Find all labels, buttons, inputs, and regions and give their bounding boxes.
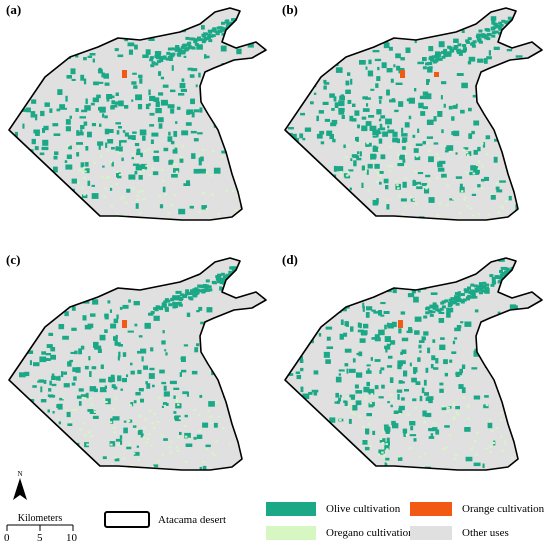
land-use-map-a xyxy=(8,7,267,221)
map-panel-d: (d) xyxy=(276,252,546,492)
other-uses-area xyxy=(9,258,266,470)
orange-cultivation-patch xyxy=(434,72,439,77)
orange-cultivation-patch xyxy=(400,70,405,78)
land-use-map-b xyxy=(284,7,543,221)
oregano-swatch xyxy=(266,526,316,540)
legend-oregano: Oregano cultivation xyxy=(266,526,414,540)
orange-cultivation-patch xyxy=(122,320,127,328)
scale-bar: Kilometers 0 5 10 xyxy=(2,513,78,544)
orange-cultivation-patch xyxy=(122,70,127,78)
panel-label-c: (c) xyxy=(6,252,21,267)
north-arrow-icon xyxy=(13,478,27,500)
map-panel-a: (a) xyxy=(0,2,270,242)
scale-tick-10: 10 xyxy=(66,532,77,544)
boundary-swatch xyxy=(104,511,150,528)
study-area-boundary xyxy=(284,7,543,221)
study-area-boundary xyxy=(8,7,267,221)
legend-orange: Orange cultivation xyxy=(410,502,544,516)
panel-label-b: (b) xyxy=(282,2,298,17)
legend-olive: Olive cultivation xyxy=(266,502,400,516)
other-uses-area xyxy=(9,8,266,220)
legend-olive-label: Olive cultivation xyxy=(326,503,401,515)
legend-oregano-label: Oregano cultivation xyxy=(326,527,414,539)
panel-label-d: (d) xyxy=(282,252,298,267)
study-area-boundary xyxy=(8,257,267,471)
scale-tick-5: 5 xyxy=(37,532,43,544)
north-arrow: N xyxy=(10,470,30,505)
map-panel-b: (b) xyxy=(276,2,546,242)
scale-tick-0: 0 xyxy=(4,532,10,544)
orange-swatch xyxy=(410,502,452,516)
other-swatch xyxy=(410,526,452,540)
legend-boundary-label: Atacama desert xyxy=(158,513,227,526)
cultivation-patches xyxy=(285,8,542,220)
legend-other: Other uses xyxy=(410,526,509,540)
olive-swatch xyxy=(266,502,316,516)
scale-bar-line xyxy=(6,524,74,531)
scale-title: Kilometers xyxy=(17,513,63,524)
legend-boundary: Atacama desert xyxy=(104,511,226,528)
north-letter: N xyxy=(17,470,23,478)
orange-cultivation-patch xyxy=(398,320,403,328)
panel-label-a: (a) xyxy=(6,2,22,17)
map-panel-c: (c) xyxy=(0,252,270,492)
land-use-map-c xyxy=(8,257,267,471)
legend-other-label: Other uses xyxy=(462,527,509,539)
legend-orange-label: Orange cultivation xyxy=(462,503,545,515)
land-use-map-d xyxy=(284,257,543,471)
study-area-boundary xyxy=(284,257,543,471)
